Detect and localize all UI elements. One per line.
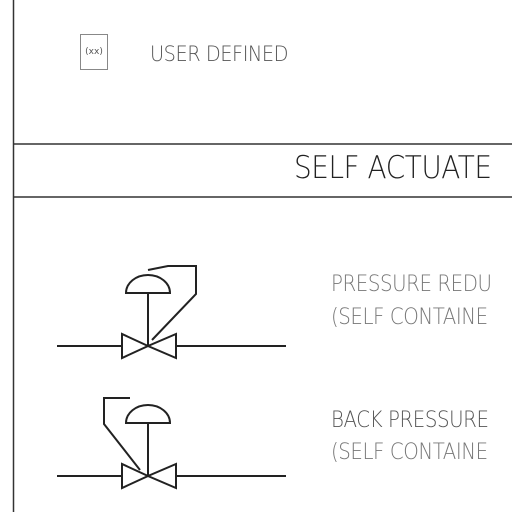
back-pressure-label-line1: BACK PRESSURE (331, 408, 489, 433)
back-pressure-label-line2: (SELF CONTAINE (331, 440, 488, 465)
pressure-reducing-valve-symbol (57, 265, 286, 360)
section-title: SELF ACTUATE (294, 150, 492, 186)
pressure-reducing-label-line1: PRESSURE REDU (331, 272, 492, 297)
back-pressure-valve-symbol (57, 397, 286, 490)
user-defined-box-text: (xx) (85, 47, 103, 57)
user-defined-label: USER DEFINED (150, 42, 289, 66)
pressure-reducing-label-line2: (SELF CONTAINE (331, 305, 488, 330)
valve-body-left (121, 332, 151, 360)
sensing-line (147, 265, 197, 341)
valve-body-right (145, 462, 177, 490)
diaphragm-actuator (124, 274, 172, 294)
user-defined-symbol-box: (xx) (80, 34, 108, 70)
valve-body-right (145, 332, 177, 360)
sensing-line (103, 397, 141, 471)
diaphragm-actuator (124, 404, 172, 424)
valve-body-left (121, 462, 151, 490)
